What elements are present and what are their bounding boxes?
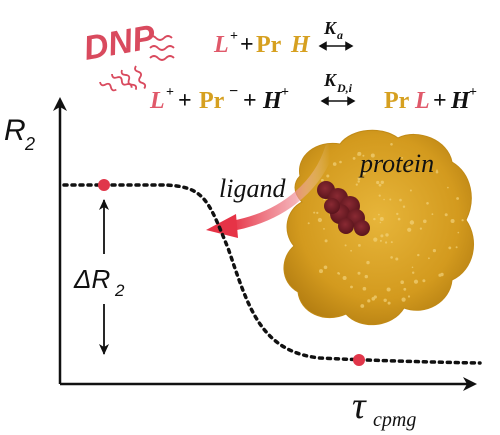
r1-protein: Pr	[256, 32, 282, 58]
r2-constant: K	[323, 70, 338, 90]
r2-plus-2: +	[243, 88, 257, 114]
y-axis-label: R	[4, 114, 26, 147]
reaction-1: L + + Pr H K a	[213, 18, 343, 58]
equilibrium-arrow-icon	[320, 96, 356, 106]
ligand-label: ligand	[219, 174, 286, 203]
r2-plus-3: +	[433, 88, 447, 114]
protein-label: protein	[358, 149, 434, 178]
r2-plus-1: +	[178, 88, 192, 114]
r1-plus: +	[240, 32, 254, 58]
r2-product-ligand: L	[414, 88, 430, 114]
r2-ligand: L	[149, 88, 165, 114]
reaction-2: L + + Pr − + H + K D,i Pr L + H +	[149, 70, 477, 114]
r2-constant-sub: D,i	[336, 81, 353, 95]
equilibrium-arrow-icon	[318, 41, 354, 51]
r2-ligand-charge: +	[166, 85, 174, 100]
r1-constant-sub: a	[337, 28, 343, 42]
dnp-label: DNP	[81, 18, 159, 68]
y-axis-label-sub: 2	[24, 134, 35, 154]
data-point-low	[353, 354, 365, 366]
r1-ligand-charge: +	[230, 29, 238, 44]
r2-protein-charge: −	[229, 83, 238, 100]
ligand-molecule	[317, 181, 370, 236]
delta-r2-sub: 2	[114, 281, 125, 300]
r2-product-hydrogen-charge: +	[469, 85, 477, 100]
x-axis-label-sub: cpmg	[373, 409, 416, 431]
delta-r2-label: ΔR	[73, 264, 110, 294]
protein-molecule	[283, 129, 474, 326]
r2-product-hydrogen: H	[450, 88, 471, 114]
dispersion-curve	[62, 183, 482, 365]
r2-product-protein: Pr	[384, 88, 410, 114]
r1-constant: K	[323, 18, 338, 38]
r1-ligand: L	[213, 32, 229, 58]
r2-hydrogen: H	[262, 88, 283, 114]
r1-hydrogen: H	[290, 32, 311, 58]
x-axis-label: τ	[352, 385, 367, 427]
r2-hydrogen-charge: +	[281, 85, 289, 100]
release-arrow	[206, 143, 335, 238]
dnp-wave-icon	[99, 35, 175, 92]
r2-protein: Pr	[199, 88, 225, 114]
data-point-high	[98, 179, 110, 191]
